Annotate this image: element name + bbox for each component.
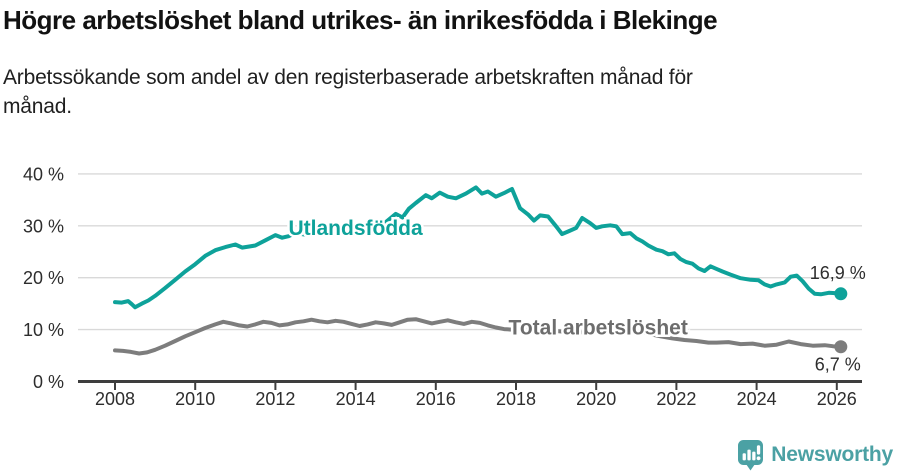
y-tick-label-0: 0 %: [33, 372, 64, 392]
x-tick-label-2020: 2020: [576, 389, 616, 409]
series-utlandsfodda-line: [113, 185, 843, 310]
y-tick-label-40: 40 %: [23, 164, 64, 184]
series-total-arbetsloshet-label: Total arbetslöshet: [509, 317, 688, 340]
series-utlandsfodda-end-value-label: 16,9 %: [810, 263, 866, 283]
x-tick-label-2018: 2018: [496, 389, 536, 409]
series-total-arbetsloshet-line: [113, 317, 843, 356]
chart-subtitle: Arbetssökande som andel av den registerb…: [3, 63, 873, 121]
series-total-arbetsloshet-end-value-label: 6,7 %: [815, 355, 861, 375]
x-tick-label-2008: 2008: [95, 389, 135, 409]
brand-name: Newsworthy: [771, 443, 893, 466]
x-tick-label-2022: 2022: [656, 389, 696, 409]
chart-subtitle-line1: Arbetssökande som andel av den registerb…: [3, 66, 693, 89]
newsworthy-icon: [738, 440, 764, 471]
x-tick-label-2012: 2012: [255, 389, 295, 409]
y-tick-label-20: 20 %: [23, 268, 64, 288]
y-tick-label-30: 30 %: [23, 216, 64, 236]
series-utlandsfodda-end-dot: [834, 287, 848, 301]
newsworthy-logo: Newsworthy: [737, 439, 893, 471]
x-tick-label-2024: 2024: [737, 389, 777, 409]
y-tick-label-10: 10 %: [23, 320, 64, 340]
x-tick-label-2010: 2010: [175, 389, 215, 409]
x-tick-label-2016: 2016: [416, 389, 456, 409]
chart-subtitle-line2: månad.: [3, 95, 72, 118]
series-utlandsfodda-label: Utlandsfödda: [289, 217, 423, 240]
series-total-arbetsloshet-end-dot: [834, 340, 848, 354]
x-tick-label-2026: 2026: [817, 389, 857, 409]
page-title: Högre arbetslöshet bland utrikes- än inr…: [3, 5, 718, 35]
x-tick-label-2014: 2014: [336, 389, 376, 409]
